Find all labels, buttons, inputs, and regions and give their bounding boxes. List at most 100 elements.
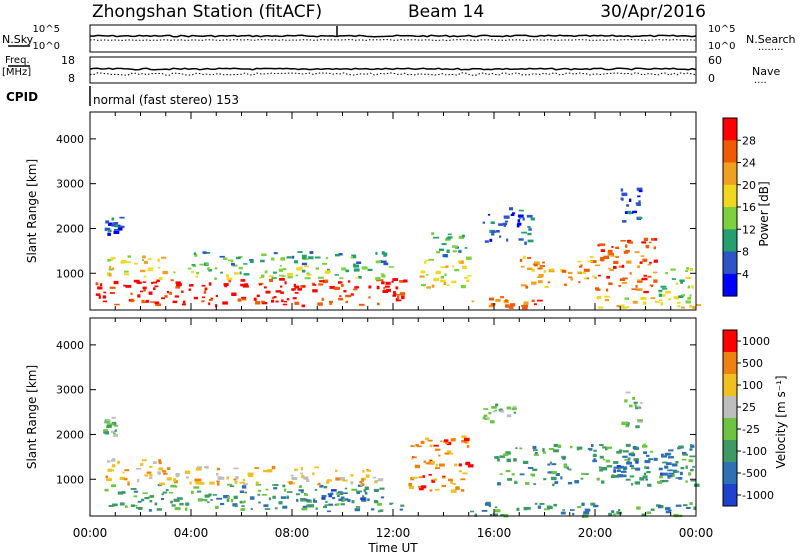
heatmap-cell	[420, 440, 425, 444]
heatmap-cell	[637, 279, 643, 283]
heatmap-cell	[399, 280, 404, 283]
heatmap-cell	[142, 492, 148, 494]
heatmap-cell	[311, 282, 315, 285]
heatmap-cell	[594, 504, 599, 508]
heatmap-cell	[255, 481, 259, 485]
heatmap-cell	[527, 225, 531, 228]
heatmap-cell	[551, 476, 557, 481]
heatmap-cell	[106, 460, 111, 463]
heatmap-cell	[629, 272, 632, 275]
heatmap-cell	[494, 506, 498, 509]
heatmap-cell	[243, 483, 248, 486]
heatmap-cell	[585, 277, 590, 280]
heatmap-cell	[197, 498, 203, 502]
heatmap-cell	[133, 495, 138, 498]
heatmap-cell	[504, 220, 509, 223]
heatmap-cell	[447, 233, 452, 236]
heatmap-cell	[396, 294, 400, 296]
heatmap-cell	[671, 278, 676, 280]
heatmap-cell	[629, 198, 632, 202]
heatmap-cell	[123, 284, 127, 287]
heatmap-cell	[611, 474, 615, 478]
heatmap-cell	[608, 267, 611, 270]
heatmap-cell	[278, 268, 283, 272]
heatmap-cell	[328, 494, 333, 498]
heatmap-cell	[523, 304, 529, 308]
heatmap-cell	[645, 478, 648, 481]
heatmap-cell	[597, 244, 600, 247]
heatmap-cell	[642, 301, 647, 305]
heatmap-cell	[564, 283, 567, 286]
heatmap-cell	[114, 224, 119, 228]
heatmap-cell	[327, 493, 334, 496]
heatmap-cell	[543, 478, 547, 481]
heatmap-cell	[296, 499, 299, 502]
heatmap-cell	[450, 480, 453, 484]
heatmap-cell	[102, 300, 107, 303]
y-tick-label: 3000	[56, 384, 84, 397]
heatmap-cell	[606, 275, 610, 279]
heatmap-cell	[207, 501, 210, 504]
heatmap-cell	[191, 264, 196, 266]
heatmap-cell	[242, 285, 249, 288]
heatmap-cell	[578, 281, 581, 284]
heatmap-cell	[593, 449, 597, 452]
heatmap-cell	[282, 275, 286, 277]
heatmap-cell	[154, 285, 159, 288]
heatmap-cell	[161, 493, 164, 496]
heatmap-cell	[158, 460, 162, 465]
colorbar-segment	[723, 396, 737, 419]
heatmap-cell	[500, 513, 507, 516]
heatmap-cell	[157, 258, 160, 262]
heatmap-cell	[440, 279, 446, 283]
heatmap-cell	[268, 275, 274, 278]
heatmap-cell	[593, 458, 596, 461]
heatmap-cell	[233, 495, 238, 500]
heatmap-cell	[513, 458, 517, 462]
heatmap-cell	[410, 445, 415, 447]
heatmap-cell	[338, 297, 344, 301]
heatmap-cell	[156, 279, 160, 283]
heatmap-cell	[130, 504, 135, 507]
heatmap-cell	[234, 504, 238, 508]
heatmap-cell	[490, 420, 495, 424]
heatmap-cell	[125, 505, 128, 508]
heatmap-cell	[611, 246, 614, 248]
heatmap-cell	[328, 503, 333, 506]
heatmap-cell	[376, 285, 380, 290]
heatmap-cell	[531, 268, 535, 272]
heatmap-cell	[272, 484, 275, 486]
heatmap-cell	[301, 262, 307, 266]
heatmap-cell	[599, 243, 606, 246]
time-tick-label: 08:00	[275, 526, 310, 540]
heatmap-cell	[217, 482, 220, 486]
heatmap-cell	[685, 277, 692, 280]
heatmap-cell	[345, 269, 350, 273]
heatmap-cell	[124, 477, 128, 481]
heatmap-cell	[630, 212, 634, 214]
time-tick-label: 12:00	[376, 526, 411, 540]
heatmap-cell	[641, 241, 647, 244]
velocity-colorbar-label: Velocity [m s⁻¹]	[774, 375, 788, 468]
heatmap-cell	[534, 261, 540, 265]
heatmap-cell	[687, 285, 691, 289]
heatmap-cell	[226, 277, 233, 280]
heatmap-cell	[653, 279, 658, 283]
heatmap-cell	[542, 451, 547, 454]
heatmap-cell	[546, 505, 552, 509]
heatmap-cell	[149, 500, 153, 503]
heatmap-cell	[446, 237, 451, 240]
heatmap-cell	[175, 286, 181, 289]
heatmap-cell	[124, 469, 130, 472]
heatmap-cell	[644, 460, 651, 464]
heatmap-cell	[636, 506, 641, 510]
freq-series-line	[89, 67, 697, 71]
heatmap-cell	[527, 267, 533, 271]
heatmap-cell	[618, 509, 621, 512]
heatmap-cell	[568, 276, 572, 279]
heatmap-cell	[464, 247, 468, 249]
heatmap-cell	[415, 444, 419, 447]
heatmap-cell	[175, 473, 180, 477]
heatmap-cell	[193, 252, 196, 255]
heatmap-cell	[193, 296, 198, 300]
